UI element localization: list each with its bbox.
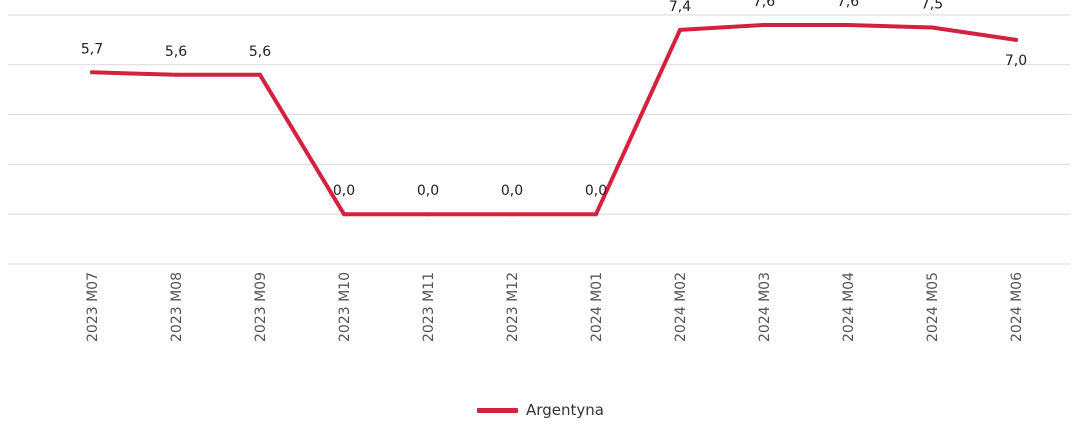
series-line[interactable] (92, 25, 1016, 214)
data-point[interactable] (90, 70, 94, 74)
data-point[interactable] (762, 23, 766, 27)
data-label: 5,6 (249, 44, 271, 60)
legend-swatch (477, 408, 518, 413)
x-tick-label: 2024 M06 (1009, 272, 1025, 342)
x-tick-label: 2023 M12 (505, 272, 521, 342)
x-tick-label: 2024 M05 (925, 272, 941, 342)
data-point[interactable] (510, 212, 514, 216)
chart-plot: 5,7 5,6 5,6 0,0 0,0 0,0 0,0 7,4 7,6 7,6 7,5 7,0 202… (0, 0, 1081, 390)
data-label: 7,0 (1005, 53, 1027, 69)
data-point[interactable] (678, 28, 682, 32)
data-label: 0,0 (585, 183, 607, 199)
data-label: 7,5 (921, 0, 943, 13)
data-label: 7,4 (669, 0, 691, 15)
data-point[interactable] (342, 212, 346, 216)
legend-label: Argentyna (526, 401, 604, 419)
data-label: 0,0 (417, 183, 439, 199)
data-label: 5,7 (81, 41, 103, 57)
x-tick-label: 2024 M03 (757, 272, 773, 342)
x-tick-label: 2023 M09 (253, 272, 269, 342)
data-label: 7,6 (753, 0, 775, 10)
series-lines (90, 23, 1018, 216)
x-tick-label: 2024 M01 (589, 272, 605, 342)
data-labels: 5,7 5,6 5,6 0,0 0,0 0,0 0,0 7,4 7,6 7,6 7,5 7,0 (81, 0, 1027, 199)
data-point[interactable] (258, 73, 262, 77)
x-tick-label: 2023 M07 (85, 272, 101, 342)
legend: Argentyna (0, 398, 1081, 422)
data-point[interactable] (174, 73, 178, 77)
x-tick-label: 2024 M02 (673, 272, 689, 342)
data-label: 7,6 (837, 0, 859, 10)
data-label: 0,0 (501, 183, 523, 199)
data-point[interactable] (594, 212, 598, 216)
data-point[interactable] (846, 23, 850, 27)
x-tick-label: 2024 M04 (841, 272, 857, 342)
x-tick-label: 2023 M10 (337, 272, 353, 342)
data-label: 5,6 (165, 44, 187, 60)
x-tick-label: 2023 M11 (421, 272, 437, 342)
x-tick-labels: 2023 M07 2023 M08 2023 M09 2023 M10 2023 M11… (85, 272, 1025, 342)
data-point[interactable] (930, 26, 934, 30)
x-tick-label: 2023 M08 (169, 272, 185, 342)
data-label: 0,0 (333, 183, 355, 199)
data-point[interactable] (1014, 38, 1018, 42)
legend-item-series-0[interactable]: Argentyna (477, 401, 604, 419)
data-point[interactable] (426, 212, 430, 216)
